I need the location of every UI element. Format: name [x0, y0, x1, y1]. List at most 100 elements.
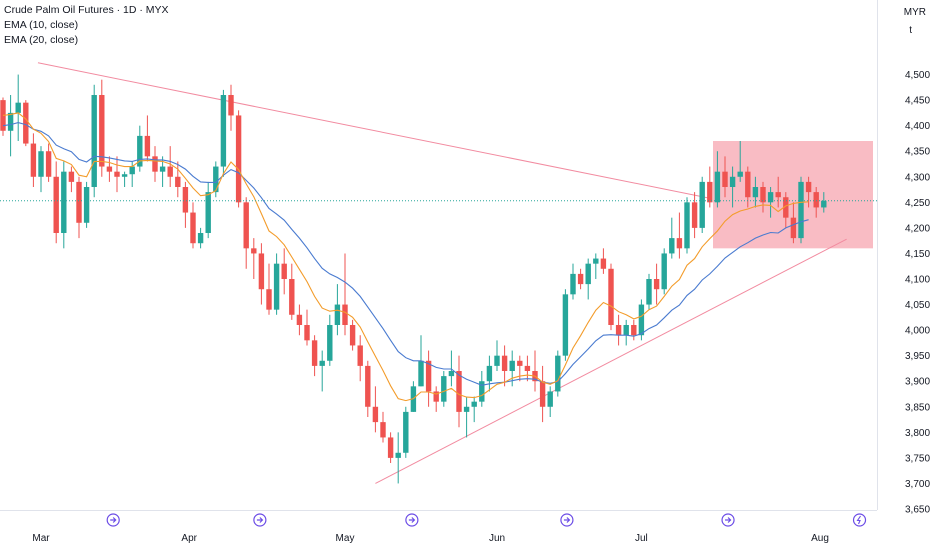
candle-body — [327, 325, 333, 361]
candle — [676, 212, 683, 259]
candle-body — [479, 381, 485, 402]
candle-body — [334, 304, 341, 325]
candle — [121, 171, 128, 187]
price-tick-label: 4,200 — [905, 223, 930, 234]
candle-body — [524, 365, 531, 371]
candle — [296, 304, 303, 336]
candle — [577, 268, 584, 290]
unit-label: t — [909, 25, 912, 36]
time-tick-label: Jun — [489, 533, 505, 544]
candle — [494, 340, 500, 371]
candle — [707, 166, 713, 208]
candle — [737, 141, 743, 182]
price-tick-label: 4,450 — [905, 96, 930, 107]
candle-body — [15, 102, 21, 113]
price-tick-label: 4,150 — [905, 249, 930, 260]
candle-body — [137, 135, 143, 167]
candle — [699, 176, 705, 233]
event-markers[interactable] — [106, 513, 867, 527]
candle-body — [760, 187, 766, 203]
candle — [790, 202, 797, 244]
candle — [593, 253, 599, 279]
dividend-event-icon[interactable] — [253, 513, 267, 527]
candle — [289, 263, 295, 320]
candle-body — [471, 401, 477, 407]
candle — [190, 202, 196, 249]
candle — [91, 84, 97, 198]
candle — [167, 146, 173, 187]
symbol-title[interactable]: Crude Palm Oil Futures · 1D · MYX — [4, 4, 169, 16]
candle — [380, 411, 386, 443]
candle-body — [714, 171, 721, 203]
candle-body — [0, 100, 6, 131]
time-axis[interactable]: Mar Apr May Jun Jul Aug — [32, 533, 829, 544]
candle — [342, 253, 348, 336]
candle — [775, 176, 781, 208]
candle — [38, 146, 44, 193]
candle-body — [729, 176, 736, 187]
candle-body — [737, 171, 743, 177]
candle-body — [311, 340, 318, 366]
candle — [783, 192, 789, 228]
candle — [311, 335, 318, 377]
candle — [357, 335, 363, 382]
candle-body — [99, 95, 105, 167]
candle — [585, 258, 591, 300]
candle — [304, 309, 310, 346]
candle-body — [509, 360, 515, 371]
dividend-event-icon[interactable] — [106, 513, 120, 527]
candle — [463, 396, 470, 438]
candle-body — [745, 171, 751, 198]
candle-body — [539, 381, 546, 407]
candle-body — [205, 192, 211, 233]
candle-body — [114, 171, 120, 177]
candle — [45, 143, 52, 182]
candle-body — [235, 115, 242, 203]
price-axis[interactable]: 4,500 4,450 4,400 4,350 4,300 4,250 4,200 4,150… — [905, 70, 930, 515]
candle — [266, 263, 272, 315]
candle — [760, 181, 766, 213]
ema10-legend[interactable]: EMA (10, close) — [4, 19, 79, 31]
dividend-event-icon[interactable] — [405, 513, 419, 527]
candle — [631, 319, 637, 341]
dividend-event-icon[interactable] — [560, 513, 574, 527]
candle-body — [790, 217, 797, 239]
price-tick-label: 3,650 — [905, 505, 930, 516]
candle — [106, 156, 113, 182]
candle-body — [433, 391, 439, 402]
candle-body — [197, 233, 204, 244]
candle-body — [61, 171, 67, 233]
candle-body — [486, 365, 493, 382]
candle-body — [23, 102, 29, 144]
descending-trendline — [37, 62, 710, 199]
candle — [349, 319, 356, 351]
candle-body — [608, 268, 614, 325]
candle — [281, 248, 287, 295]
candle-body — [813, 192, 819, 208]
candle-body — [798, 181, 804, 239]
candle-body — [463, 406, 470, 412]
candle — [61, 161, 67, 249]
candle — [205, 181, 211, 239]
dividend-event-icon[interactable] — [721, 513, 735, 527]
candle-body — [129, 166, 135, 175]
earnings-event-icon[interactable] — [852, 513, 867, 527]
candle — [152, 146, 158, 182]
candle-body — [403, 411, 409, 453]
candle — [714, 151, 721, 208]
candle — [767, 187, 774, 218]
candle — [722, 156, 728, 198]
ema20-legend[interactable]: EMA (20, close) — [4, 34, 79, 46]
candle — [547, 386, 553, 417]
candle-body — [395, 452, 401, 458]
candle — [387, 432, 394, 463]
price-tick-label: 4,100 — [905, 275, 930, 286]
candle — [197, 227, 204, 249]
candle — [144, 115, 151, 162]
candle — [433, 386, 439, 412]
price-tick-label: 3,700 — [905, 479, 930, 490]
candle-body — [106, 166, 113, 172]
